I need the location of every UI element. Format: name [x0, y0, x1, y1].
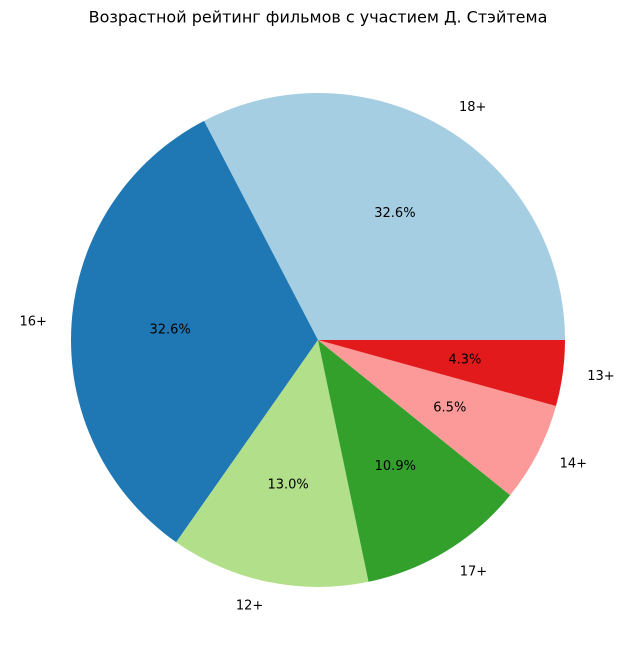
slice-label: 13+ — [587, 369, 614, 384]
value-label: 32.6% — [149, 323, 190, 338]
value-label: 13.0% — [267, 478, 308, 493]
slice-label: 18+ — [459, 100, 486, 115]
chart-title: Возрастной рейтинг фильмов с участием Д.… — [89, 8, 548, 27]
slice-label: 17+ — [460, 564, 487, 579]
value-label: 10.9% — [375, 459, 416, 474]
pie-slice — [71, 120, 318, 543]
value-label: 32.6% — [374, 206, 415, 221]
slice-label: 16+ — [19, 315, 46, 330]
pie-slice — [318, 340, 565, 406]
value-label: 6.5% — [433, 400, 466, 415]
pie-slice — [318, 340, 511, 582]
pie-slice — [318, 340, 557, 496]
slice-label: 14+ — [560, 457, 587, 472]
slice-label: 12+ — [236, 599, 263, 614]
pie-slice — [204, 93, 565, 340]
value-label: 4.3% — [448, 352, 481, 367]
pie-slice — [176, 340, 369, 587]
